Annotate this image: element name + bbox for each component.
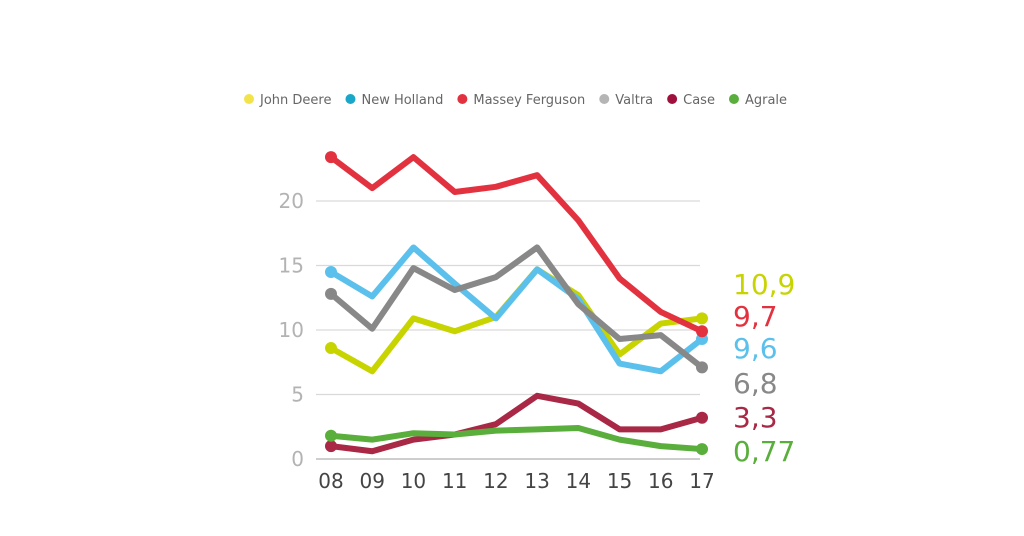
y-tick-label: 15 [279,254,304,278]
start-point [325,429,337,442]
legend-item-massey-ferguson: Massey Ferguson [457,93,585,108]
x-tick-label: 17 [689,469,714,493]
y-axis: 0 5 10 15 20 [279,189,304,471]
x-axis: 08 09 10 11 12 13 14 15 16 17 [318,469,714,493]
legend-item-new-holland: New Holland [345,93,443,108]
start-point [325,265,337,278]
legend-swatch [728,94,739,104]
start-point [325,287,337,300]
legend-swatch [599,94,610,104]
x-tick-label: 16 [648,469,673,493]
series-line [328,154,705,335]
series-line [328,244,705,375]
series-line [328,266,705,375]
legend-label: Case [683,93,715,108]
legend-swatch [457,94,468,104]
end-labels: 10,99,79,66,83,30,77 [733,268,795,468]
y-tick-label: 0 [291,447,304,471]
legend-label: Agrale [745,93,787,108]
end-point [696,312,708,325]
start-point [325,151,337,164]
end-label-massey-ferguson: 9,7 [733,300,778,333]
legend-swatch [345,94,356,104]
y-tick-label: 10 [279,318,304,342]
x-tick-label: 10 [401,469,426,493]
series-agrale [325,425,708,456]
legend-label: Valtra [615,93,653,108]
legend-swatch [244,94,254,104]
series-line [328,392,705,455]
end-point [696,411,708,424]
end-label-new-holland: 9,6 [733,332,778,365]
series-line [328,425,705,453]
legend-label: Massey Ferguson [473,93,585,108]
series-valtra [325,244,708,374]
end-point [696,361,708,374]
legend-swatch [667,94,678,104]
end-label-valtra: 6,8 [733,367,778,400]
series-massey-ferguson [325,151,708,338]
end-point [696,325,708,338]
legend-item-valtra: Valtra [599,93,653,108]
end-label-agrale: 0,77 [733,435,795,468]
legend-label: New Holland [361,93,443,108]
grid [316,200,700,460]
x-tick-label: 13 [524,469,549,493]
legend-label: John Deere [259,93,331,108]
legend-item-case: Case [667,93,715,108]
end-label-john-deere: 10,9 [733,268,795,301]
legend: John Deere New Holland Massey Ferguson Valt… [244,93,787,108]
end-label-case: 3,3 [733,401,778,434]
legend-item-john-deere: John Deere [244,93,331,108]
series-lines [325,151,708,456]
end-point [696,443,708,456]
series-line [328,244,705,371]
x-tick-label: 09 [359,469,384,493]
legend-item-agrale: Agrale [728,93,787,108]
x-tick-label: 14 [566,469,591,493]
x-tick-label: 08 [318,469,343,493]
y-tick-label: 20 [279,189,304,213]
x-tick-label: 12 [483,469,508,493]
y-tick-label: 5 [291,383,304,407]
x-tick-label: 11 [442,469,467,493]
start-point [325,440,337,453]
series-case [325,392,708,455]
x-tick-label: 15 [607,469,632,493]
start-point [325,342,337,355]
